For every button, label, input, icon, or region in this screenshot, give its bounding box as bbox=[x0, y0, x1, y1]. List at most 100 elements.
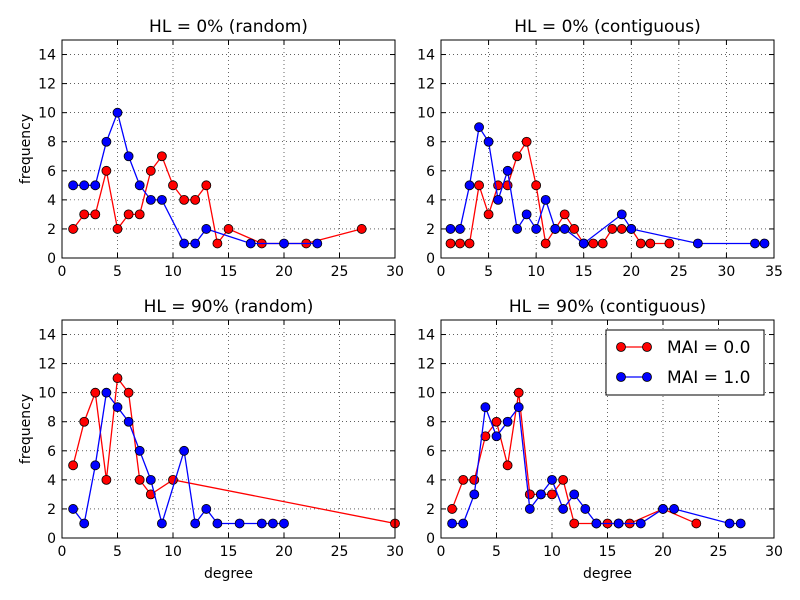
x-tick-label: 30 bbox=[386, 544, 404, 560]
data-point bbox=[455, 238, 465, 249]
data-point bbox=[513, 387, 524, 398]
data-point bbox=[569, 518, 580, 529]
data-point bbox=[190, 194, 201, 205]
data-point bbox=[521, 136, 532, 147]
data-point bbox=[474, 122, 484, 133]
data-point bbox=[616, 209, 627, 220]
y-tick-label: 10 bbox=[417, 106, 435, 122]
y-tick-label: 2 bbox=[47, 502, 56, 518]
y-tick-label: 6 bbox=[47, 444, 56, 460]
x-tick-label: 5 bbox=[113, 264, 122, 280]
legend-marker bbox=[642, 372, 652, 382]
data-point bbox=[558, 474, 568, 485]
x-tick-label: 35 bbox=[765, 264, 783, 280]
data-point bbox=[645, 238, 656, 249]
data-point bbox=[474, 180, 484, 191]
data-point bbox=[483, 136, 494, 147]
data-point bbox=[493, 194, 503, 205]
data-point bbox=[578, 238, 589, 249]
data-point bbox=[445, 238, 456, 249]
data-point bbox=[112, 373, 123, 384]
data-point bbox=[134, 445, 145, 456]
plot-frame bbox=[61, 39, 396, 259]
y-tick-label: 12 bbox=[417, 77, 435, 93]
y-tick-label: 6 bbox=[47, 164, 56, 180]
x-tick-label: 30 bbox=[386, 264, 404, 280]
y-tick-label: 0 bbox=[426, 251, 435, 267]
data-point bbox=[540, 194, 551, 205]
x-tick-label: 0 bbox=[437, 544, 446, 560]
data-point bbox=[168, 180, 178, 191]
data-point bbox=[145, 489, 156, 500]
x-tick-label: 20 bbox=[275, 544, 293, 560]
plot-frame bbox=[61, 319, 396, 539]
data-point bbox=[312, 238, 323, 249]
data-point bbox=[90, 387, 101, 398]
chart-panel-2: 0 5 10 15 20 25 30 35 0 2 4 6 8 10 12 14 HL = 0% (contig… bbox=[417, 17, 783, 280]
data-point bbox=[190, 238, 201, 249]
legend-label: MAI = 1.0 bbox=[667, 368, 750, 388]
legend-marker bbox=[642, 342, 652, 352]
y-tick-label: 0 bbox=[47, 531, 56, 547]
x-tick-label: 25 bbox=[331, 264, 349, 280]
data-point bbox=[201, 180, 212, 191]
data-point bbox=[179, 194, 190, 205]
y-tick-label: 10 bbox=[38, 386, 56, 402]
data-point bbox=[669, 504, 679, 514]
chart-panel-1: 0 5 10 15 20 25 30 0 2 4 6 8 10 12 14 HL = 0% (random) f… bbox=[18, 17, 404, 280]
y-tick-label: 8 bbox=[426, 135, 435, 151]
x-tick-label: 15 bbox=[599, 544, 617, 560]
chart-title: HL = 0% (random) bbox=[149, 17, 308, 37]
x-tick-label: 15 bbox=[220, 544, 238, 560]
x-tick-label: 15 bbox=[575, 264, 593, 280]
x-tick-label: 30 bbox=[765, 544, 783, 560]
y-tick-label: 6 bbox=[426, 164, 435, 180]
y-tick-label: 12 bbox=[38, 77, 56, 93]
data-point bbox=[750, 238, 760, 249]
data-point bbox=[547, 474, 557, 485]
y-tick-label: 4 bbox=[47, 193, 56, 209]
data-point bbox=[123, 151, 134, 162]
y-tick-label: 0 bbox=[47, 251, 56, 267]
data-point bbox=[123, 416, 134, 427]
y-tick-label: 14 bbox=[38, 48, 56, 64]
data-point bbox=[267, 518, 278, 529]
data-point bbox=[112, 107, 123, 118]
data-point bbox=[588, 238, 599, 249]
x-tick-label: 10 bbox=[164, 264, 182, 280]
data-point bbox=[635, 518, 646, 529]
y-tick-label: 4 bbox=[426, 473, 435, 489]
data-point bbox=[512, 151, 523, 162]
data-point bbox=[134, 180, 145, 191]
data-point bbox=[616, 224, 627, 234]
data-point bbox=[559, 224, 570, 234]
x-tick-label: 10 bbox=[527, 264, 545, 280]
x-tick-label: 5 bbox=[492, 544, 501, 560]
y-tick-label: 2 bbox=[47, 222, 56, 238]
y-tick-label: 12 bbox=[417, 357, 435, 373]
data-point bbox=[607, 224, 618, 234]
legend-entry-1: MAI = 0.0 bbox=[616, 338, 750, 358]
data-point bbox=[513, 402, 524, 413]
data-point bbox=[279, 518, 289, 529]
data-point bbox=[179, 445, 190, 456]
data-point bbox=[68, 460, 78, 471]
x-tick-label: 0 bbox=[58, 544, 67, 560]
data-point bbox=[480, 431, 491, 442]
plot-frame bbox=[440, 39, 775, 259]
y-tick-label: 14 bbox=[38, 328, 56, 344]
y-tick-label: 4 bbox=[47, 473, 56, 489]
data-point bbox=[212, 238, 223, 249]
data-point bbox=[245, 238, 256, 249]
data-point bbox=[524, 489, 535, 500]
y-tick-label: 14 bbox=[417, 48, 435, 64]
data-point bbox=[68, 180, 78, 191]
y-tick-label: 8 bbox=[426, 415, 435, 431]
legend-marker bbox=[616, 372, 626, 382]
chart-title: HL = 0% (contiguous) bbox=[514, 17, 700, 37]
data-point bbox=[68, 224, 78, 234]
x-tick-label: 5 bbox=[484, 264, 493, 280]
data-point bbox=[68, 504, 78, 514]
data-point bbox=[145, 474, 156, 485]
